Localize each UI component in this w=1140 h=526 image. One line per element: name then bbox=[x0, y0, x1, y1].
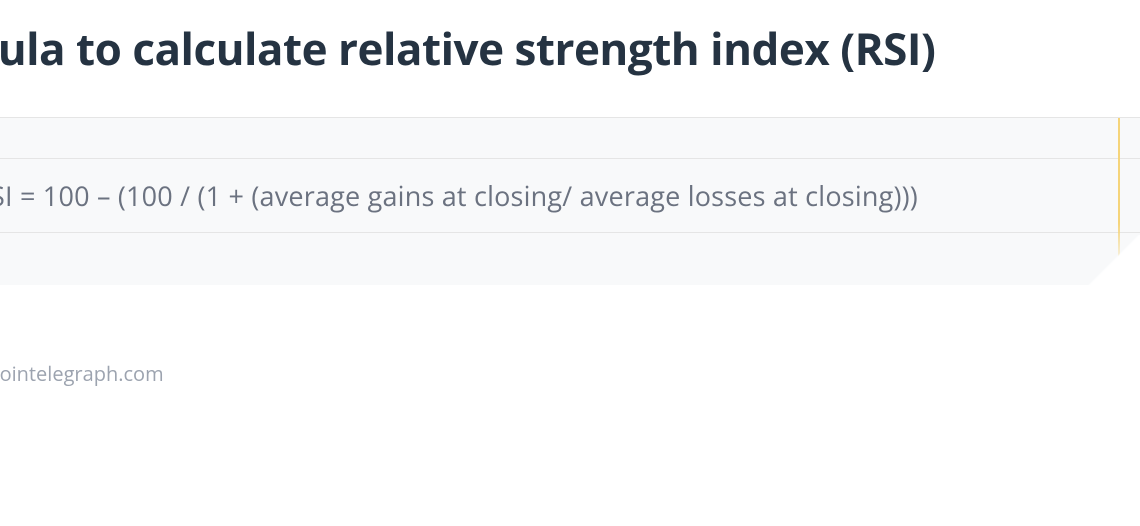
accent-corner bbox=[1080, 235, 1140, 295]
formula-row: SI = 100 – (100 / (1 + (average gains at… bbox=[0, 158, 1140, 233]
infographic-container: mula to calculate relative strength inde… bbox=[0, 0, 1140, 387]
formula-spacer bbox=[0, 233, 1140, 285]
formula-box: SI = 100 – (100 / (1 + (average gains at… bbox=[0, 117, 1140, 285]
formula-text: SI = 100 – (100 / (1 + (average gains at… bbox=[0, 177, 1140, 214]
source-attribution: cointelegraph.com bbox=[0, 360, 1140, 387]
page-title: mula to calculate relative strength inde… bbox=[0, 22, 1140, 75]
